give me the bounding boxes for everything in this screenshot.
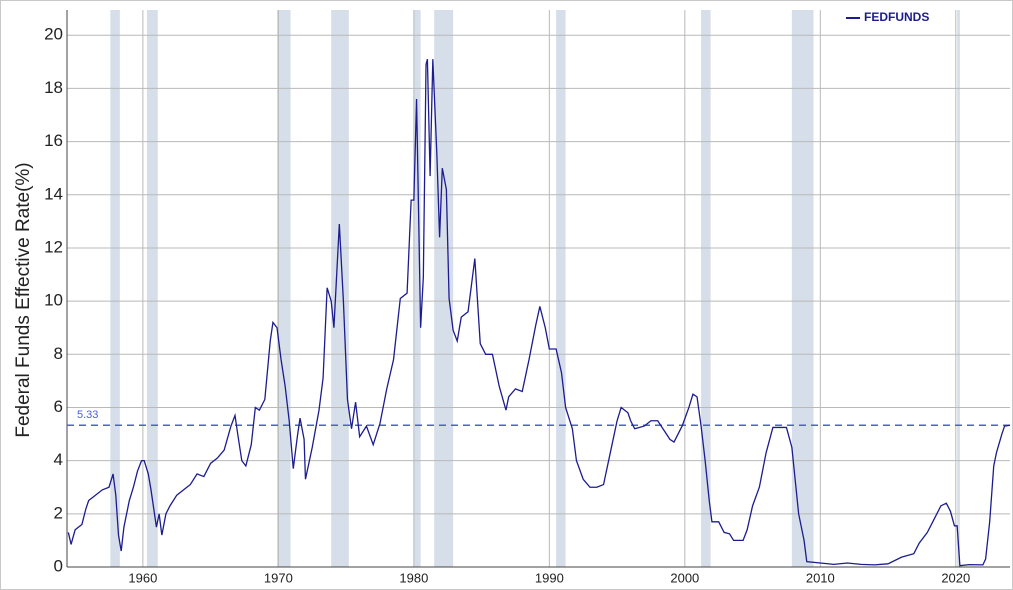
recession-band bbox=[331, 10, 349, 567]
y-tick-label: 12 bbox=[44, 237, 63, 256]
recession-band bbox=[957, 10, 960, 567]
recession-band bbox=[277, 10, 291, 567]
x-tick-label: 2010 bbox=[806, 570, 835, 585]
y-axis-label: Federal Funds Effective Rate(%) bbox=[13, 162, 34, 437]
recession-band bbox=[791, 10, 814, 567]
y-tick-label: 10 bbox=[44, 291, 63, 310]
y-tick-label: 2 bbox=[54, 503, 63, 522]
reference-label: 5.33 bbox=[77, 409, 98, 421]
y-tick-label: 16 bbox=[44, 131, 63, 150]
y-tick-label: 6 bbox=[54, 397, 63, 416]
y-tick-label: 8 bbox=[54, 344, 63, 363]
x-tick-label: 1990 bbox=[535, 570, 564, 585]
recession-band bbox=[556, 10, 566, 567]
x-tick-label: 1970 bbox=[264, 570, 293, 585]
x-tick-label: 2000 bbox=[670, 570, 699, 585]
recession-band bbox=[434, 10, 454, 567]
legend-label: FEDFUNDS bbox=[864, 10, 929, 24]
recession-band bbox=[146, 10, 158, 567]
x-tick-label: 1960 bbox=[128, 570, 157, 585]
y-tick-label: 4 bbox=[54, 450, 63, 469]
y-tick-label: 20 bbox=[44, 25, 63, 44]
y-tick-label: 14 bbox=[44, 184, 63, 203]
x-tick-label: 1980 bbox=[399, 570, 428, 585]
recession-band bbox=[701, 10, 711, 567]
y-tick-label: 0 bbox=[54, 556, 63, 575]
x-tick-label: 2020 bbox=[941, 570, 970, 585]
recession-band bbox=[413, 10, 421, 567]
data-line bbox=[67, 59, 1011, 567]
y-tick-label: 18 bbox=[44, 78, 63, 97]
recession-band bbox=[110, 10, 120, 567]
